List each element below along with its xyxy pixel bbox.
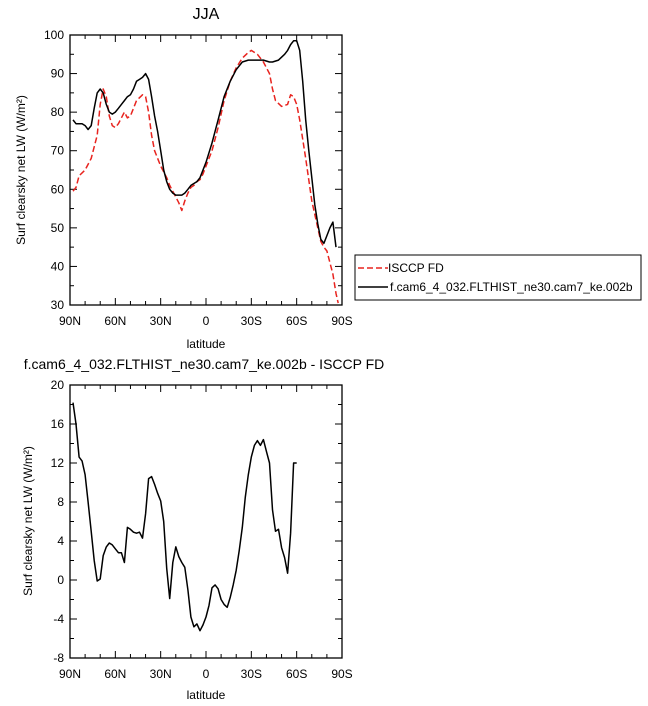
bottom-x-tick-label: 30N xyxy=(150,667,172,681)
bottom-y-tick-label: 16 xyxy=(51,417,65,431)
top-chart-ticks xyxy=(69,34,343,306)
top-y-tick-label: 50 xyxy=(51,221,65,235)
bottom-chart-y-tick-labels: -8 -4 0 4 8 12 16 20 xyxy=(51,378,65,665)
bottom-y-tick-label: 8 xyxy=(57,495,64,509)
bottom-x-tick-label: 0 xyxy=(203,667,210,681)
top-x-tick-label: 30S xyxy=(241,314,262,328)
top-y-tick-label: 100 xyxy=(44,28,64,42)
bottom-x-tick-label: 90N xyxy=(59,667,81,681)
top-chart-title: JJA xyxy=(193,6,220,23)
top-chart-y-tick-labels: 30 40 50 60 70 80 90 100 xyxy=(44,28,64,312)
top-x-tick-label: 90N xyxy=(59,314,81,328)
top-series-line-1 xyxy=(72,40,337,248)
top-y-tick-label: 70 xyxy=(51,144,65,158)
top-chart-lines xyxy=(72,40,339,304)
bottom-y-tick-label: -4 xyxy=(53,612,64,626)
top-y-tick-label: 80 xyxy=(51,105,65,119)
top-chart-y-axis-label: Surf clearsky net LW (W/m²) xyxy=(14,95,28,245)
top-x-tick-label: 60S xyxy=(286,314,307,328)
bottom-y-tick-label: 4 xyxy=(57,534,64,548)
top-chart-x-tick-labels: 90N 60N 30N 0 30S 60S 90S xyxy=(59,314,353,328)
top-chart-frame xyxy=(69,34,343,306)
top-x-tick-label: 30N xyxy=(150,314,172,328)
bottom-chart-frame xyxy=(69,384,343,659)
bottom-y-tick-label: 20 xyxy=(51,378,65,392)
bottom-y-tick-label: -8 xyxy=(53,651,64,665)
top-y-tick-label: 60 xyxy=(51,182,65,196)
top-y-tick-label: 30 xyxy=(51,298,65,312)
top-x-tick-label: 60N xyxy=(104,314,126,328)
bottom-y-tick-label: 0 xyxy=(57,573,64,587)
bottom-chart-x-tick-labels: 90N 60N 30N 0 30S 60S 90S xyxy=(59,667,353,681)
top-chart-x-axis-label: latitude xyxy=(187,337,226,351)
bottom-chart-title: f.cam6_4_032.FLTHIST_ne30.cam7_ke.002b -… xyxy=(24,356,385,372)
bottom-chart-x-axis-label: latitude xyxy=(187,688,226,702)
bottom-x-tick-label: 60S xyxy=(286,667,307,681)
bottom-x-tick-label: 60N xyxy=(104,667,126,681)
bottom-panel: f.cam6_4_032.FLTHIST_ne30.cam7_ke.002b -… xyxy=(21,356,384,702)
legend-box xyxy=(354,254,642,301)
top-panel: JJA 90N 60N 30N 0 30S 60S 90S 30 40 50 60 70 80 90 10… xyxy=(14,6,642,351)
bottom-y-tick-label: 12 xyxy=(51,456,65,470)
bottom-chart-y-axis-label: Surf clearsky net LW (W/m²) xyxy=(21,446,35,596)
legend: ISCCP FD f.cam6_4_032.FLTHIST_ne30.cam7_… xyxy=(354,254,642,301)
top-y-tick-label: 90 xyxy=(51,67,65,81)
top-series-line-0 xyxy=(72,49,339,304)
bottom-x-tick-label: 30S xyxy=(241,667,262,681)
bottom-x-tick-label: 90S xyxy=(331,667,352,681)
legend-label-model: f.cam6_4_032.FLTHIST_ne30.cam7_ke.002b xyxy=(390,280,633,294)
top-x-tick-label: 90S xyxy=(331,314,352,328)
top-y-tick-label: 40 xyxy=(51,259,65,273)
bottom-series-line-0 xyxy=(72,402,297,632)
top-x-tick-label: 0 xyxy=(203,314,210,328)
bottom-chart-lines xyxy=(72,402,297,632)
legend-label-isccp: ISCCP FD xyxy=(388,261,444,275)
